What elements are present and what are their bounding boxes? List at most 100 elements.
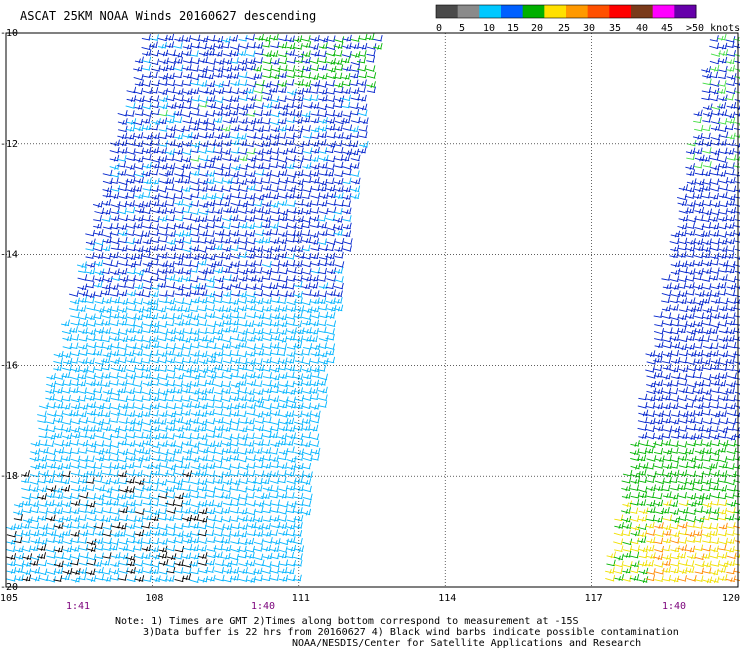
wind-barb-flag <box>140 313 144 320</box>
wind-barb-flag <box>325 311 329 318</box>
wind-barb-flag <box>725 49 729 56</box>
wind-barb-flag <box>309 94 313 101</box>
wind-barb <box>245 353 255 357</box>
wind-barb-flag <box>205 296 208 304</box>
wind-barb-flag <box>162 262 165 268</box>
wind-barb-flag <box>156 223 159 230</box>
wind-barb-flag <box>187 206 191 213</box>
wind-barb-flag <box>233 300 237 305</box>
wind-barb-flag <box>317 244 321 251</box>
wind-barb-flag <box>214 192 217 200</box>
wind-barb-flag <box>301 169 304 176</box>
wind-barb-flag <box>125 125 128 132</box>
wind-barb-flag <box>292 380 295 388</box>
wind-barb <box>301 240 311 243</box>
wind-barb-flag <box>258 35 261 41</box>
wind-barb <box>717 241 727 245</box>
wind-barb <box>117 188 127 192</box>
wind-barb <box>126 316 136 320</box>
wind-barb-flag <box>332 328 335 335</box>
wind-barb-flag <box>258 238 262 244</box>
wind-barb <box>725 292 735 297</box>
wind-barb-flag <box>156 244 159 251</box>
wind-barb <box>269 225 279 229</box>
wind-barb <box>301 264 311 268</box>
wind-barb-flag <box>261 148 264 155</box>
wind-barb-flag <box>284 328 288 335</box>
wind-barb-flag <box>154 179 157 185</box>
wind-barb-flag <box>121 291 125 297</box>
wind-barb-flag <box>166 379 169 387</box>
wind-barb-flag <box>317 35 320 42</box>
wind-barb <box>685 346 695 350</box>
legend-label: >50 knots <box>686 23 740 34</box>
wind-barb-flag <box>106 308 110 313</box>
wind-barb-flag <box>276 222 279 229</box>
wind-barb-flag <box>684 356 688 364</box>
wind-barb-flag <box>253 296 256 304</box>
wind-barb <box>237 323 247 327</box>
wind-barb-flag <box>316 274 319 282</box>
wind-barb-flag <box>178 103 182 109</box>
wind-barb-flag <box>250 195 253 200</box>
wind-barb-flag <box>148 56 152 63</box>
wind-barb-flag <box>188 110 191 118</box>
wind-barb <box>277 390 288 394</box>
wind-barb-flag <box>90 262 93 268</box>
wind-barb-flag <box>689 284 692 289</box>
wind-barb <box>277 165 287 169</box>
wind-barb <box>182 331 192 335</box>
wind-barb-flag <box>341 251 344 259</box>
wind-barb-flag <box>178 336 182 342</box>
wind-barb-flag <box>181 343 185 350</box>
wind-barb-flag <box>170 240 173 245</box>
wind-barb-flag <box>149 146 152 154</box>
wind-barb <box>734 82 740 85</box>
wind-barb-flag <box>165 79 168 86</box>
wind-barb-flag <box>366 117 369 124</box>
wind-barb-flag <box>228 236 231 244</box>
wind-barb-flag <box>292 259 296 267</box>
wind-barb <box>685 151 695 155</box>
wind-barb-flag <box>291 124 295 131</box>
wind-barb-flag <box>325 117 328 124</box>
wind-barb-flag <box>277 132 280 139</box>
wind-barb-flag <box>169 118 172 124</box>
wind-barb-flag <box>234 140 237 146</box>
wind-barb-flag <box>122 337 126 343</box>
wind-barb <box>141 346 151 349</box>
wind-barb <box>694 157 704 162</box>
wind-barb <box>293 376 303 380</box>
wind-barb-flag <box>291 329 294 335</box>
wind-barb-flag <box>97 282 100 288</box>
wind-barb <box>150 219 159 223</box>
wind-barb-flag <box>717 372 720 379</box>
wind-barb <box>332 219 343 223</box>
wind-barb-flag <box>81 297 85 303</box>
wind-barb <box>254 233 264 237</box>
wind-barb <box>237 287 247 291</box>
wind-barb <box>124 203 135 207</box>
wind-barb <box>733 338 740 341</box>
wind-barb-flag <box>674 232 678 238</box>
wind-barb <box>118 301 128 305</box>
wind-barb <box>726 286 736 290</box>
wind-barb-flag <box>322 96 325 102</box>
wind-barb-flag <box>171 154 175 161</box>
wind-barb-flag <box>700 238 704 245</box>
wind-barb <box>718 391 728 395</box>
wind-barb-flag <box>113 351 117 357</box>
wind-barb <box>333 232 343 236</box>
wind-barb-flag <box>180 140 184 148</box>
wind-barb-flag <box>251 320 255 327</box>
wind-barb <box>230 82 240 86</box>
wind-barb-flag <box>309 372 312 379</box>
wind-barb-flag <box>229 312 232 319</box>
wind-barb-flag <box>254 283 257 290</box>
wind-barb-flag <box>317 312 320 319</box>
wind-barb <box>166 226 176 230</box>
wind-barb-flag <box>730 284 734 290</box>
wind-barb-flag <box>220 103 224 110</box>
wind-barb-flag <box>185 231 189 237</box>
wind-barb-flag <box>114 216 117 222</box>
